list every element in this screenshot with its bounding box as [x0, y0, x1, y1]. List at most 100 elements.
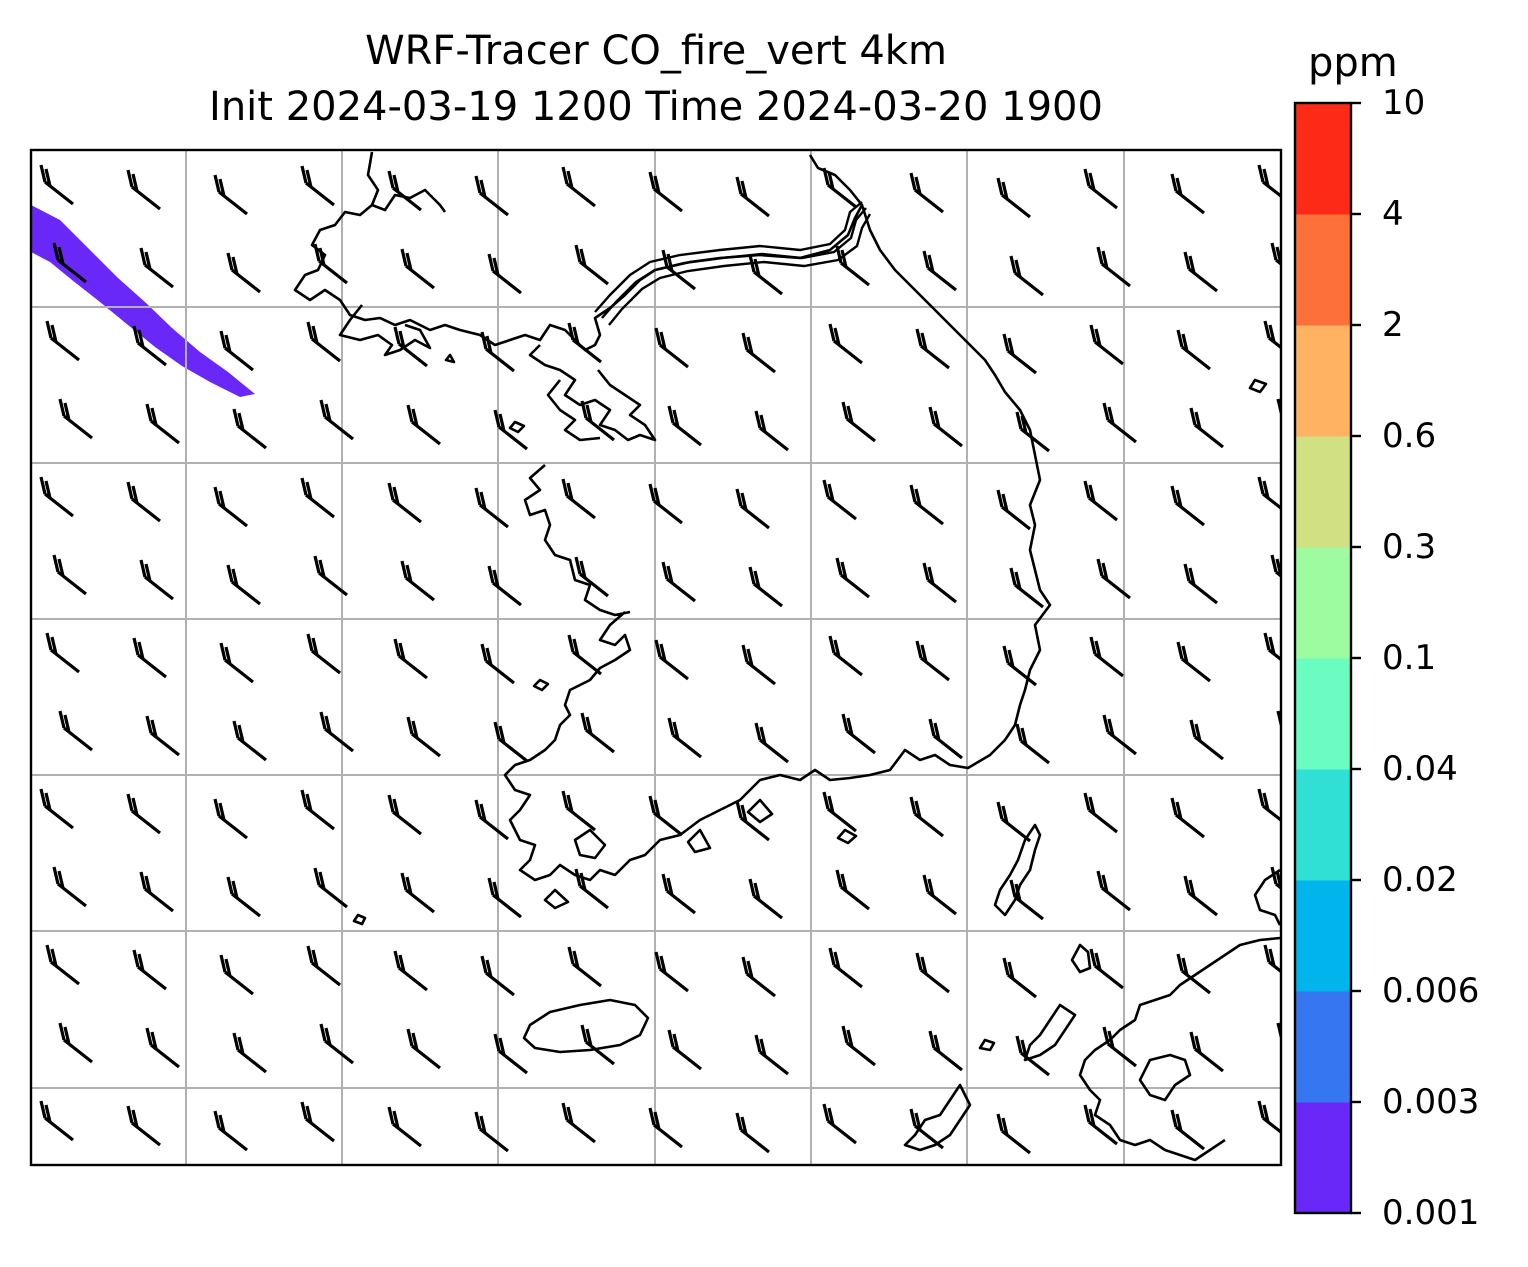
wind-barb [487, 565, 522, 607]
wind-barb [835, 245, 870, 287]
colorbar [1295, 101, 1361, 1215]
wind-barb [1365, 1028, 1397, 1067]
wind-barb [922, 250, 957, 292]
wind-barb [1089, 948, 1124, 990]
wind-barb [480, 331, 515, 373]
wind-barb [561, 790, 596, 832]
wind-barb [319, 1023, 354, 1065]
wind-barb [996, 801, 1031, 843]
wind-barb [319, 711, 354, 753]
wind-barb [139, 871, 174, 913]
wind-barb [648, 483, 683, 525]
colorbar-segment [1295, 880, 1351, 992]
wind-barb [1009, 879, 1044, 921]
wind-barb [1170, 797, 1205, 839]
wind-barb [735, 176, 770, 218]
wind-barb [1185, 1188, 1217, 1227]
colorbar-tick-label: 0.003 [1382, 1082, 1480, 1122]
wind-barb [1263, 944, 1281, 974]
wind-barb [400, 248, 435, 290]
wind-barb [232, 1032, 267, 1074]
colorbar-unit-label: ppm [1308, 40, 1398, 86]
wind-barb [909, 796, 944, 838]
wind-barb [213, 174, 248, 216]
wind-barb [1096, 558, 1131, 600]
wind-barb [387, 1106, 422, 1148]
wind-barb [1189, 719, 1224, 761]
wind-barb [574, 244, 609, 286]
wind-barb [1189, 1031, 1224, 1073]
wind-barb [1102, 402, 1137, 444]
wind-barb [915, 640, 950, 682]
wind-barb [1257, 164, 1281, 199]
colorbar-tick-label: 0.1 [1382, 638, 1437, 678]
wind-barb [58, 1022, 93, 1064]
colorbar-tick-label: 10 [1382, 83, 1426, 123]
wind-barb [567, 322, 602, 364]
wind-barb [213, 486, 248, 528]
wind-barb [561, 1102, 596, 1144]
wind-barb [45, 320, 80, 362]
wind-barb [45, 944, 80, 986]
wind-barb [754, 1034, 789, 1076]
wind-barb [52, 866, 87, 908]
map-gridlines [31, 150, 1281, 1165]
wind-barb [132, 949, 167, 991]
wind-barb [300, 477, 335, 519]
wind-barb [835, 869, 870, 911]
colorbar-segment [1295, 547, 1351, 659]
colorbar-tick-label: 0.006 [1382, 971, 1480, 1011]
colorbar-segment [1295, 103, 1351, 215]
wind-barb [487, 877, 522, 919]
wind-barb [139, 247, 174, 289]
wind-barb [313, 867, 348, 909]
wind-barb [1189, 407, 1224, 449]
wind-barb [1089, 324, 1124, 366]
wind-barb [580, 400, 615, 442]
wind-barb [841, 401, 876, 443]
wind-barb [300, 789, 335, 831]
wind-barb [226, 876, 261, 918]
wind-barb [52, 242, 87, 284]
wind-barb [1263, 632, 1281, 662]
wind-barb [574, 556, 609, 598]
wind-barb [741, 332, 776, 374]
wind-barb [226, 564, 261, 606]
wind-barb [576, 1181, 608, 1220]
wind-barb [219, 642, 254, 684]
wind-barb [1015, 1035, 1050, 1077]
wind-barb [574, 868, 609, 910]
wind-barb [58, 710, 93, 752]
wind-barb [828, 635, 863, 677]
wind-barb [1002, 957, 1037, 999]
wind-barb [1083, 480, 1118, 522]
boundary-line [594, 201, 872, 326]
colorbar-segment [1295, 436, 1351, 548]
wind-barb [1170, 173, 1205, 215]
wind-barb [661, 249, 696, 291]
wind-barb [822, 167, 857, 209]
wind-barb [493, 409, 528, 451]
wind-barb [306, 945, 341, 987]
wind-barb [924, 1187, 956, 1226]
wind-barb [145, 1027, 180, 1069]
colorbar-tick-label: 0.001 [1382, 1193, 1480, 1233]
wind-barb [306, 321, 341, 363]
wind-barb [580, 712, 615, 754]
colorbar-segment [1295, 658, 1351, 770]
wind-barb [1183, 875, 1218, 917]
wind-barb [1257, 476, 1281, 511]
wind-barb [393, 950, 428, 992]
wind-barb [915, 952, 950, 994]
wind-barb [748, 254, 783, 296]
wind-barb [1257, 1100, 1281, 1135]
wind-barb [996, 1113, 1031, 1155]
wind-barb [748, 566, 783, 608]
wind-barb [1009, 567, 1044, 609]
colorbar-tick-label: 0.3 [1382, 527, 1437, 567]
wind-barb [841, 713, 876, 755]
wind-barb [567, 946, 602, 988]
wind-barb [387, 482, 422, 524]
wind-barb [828, 947, 863, 989]
